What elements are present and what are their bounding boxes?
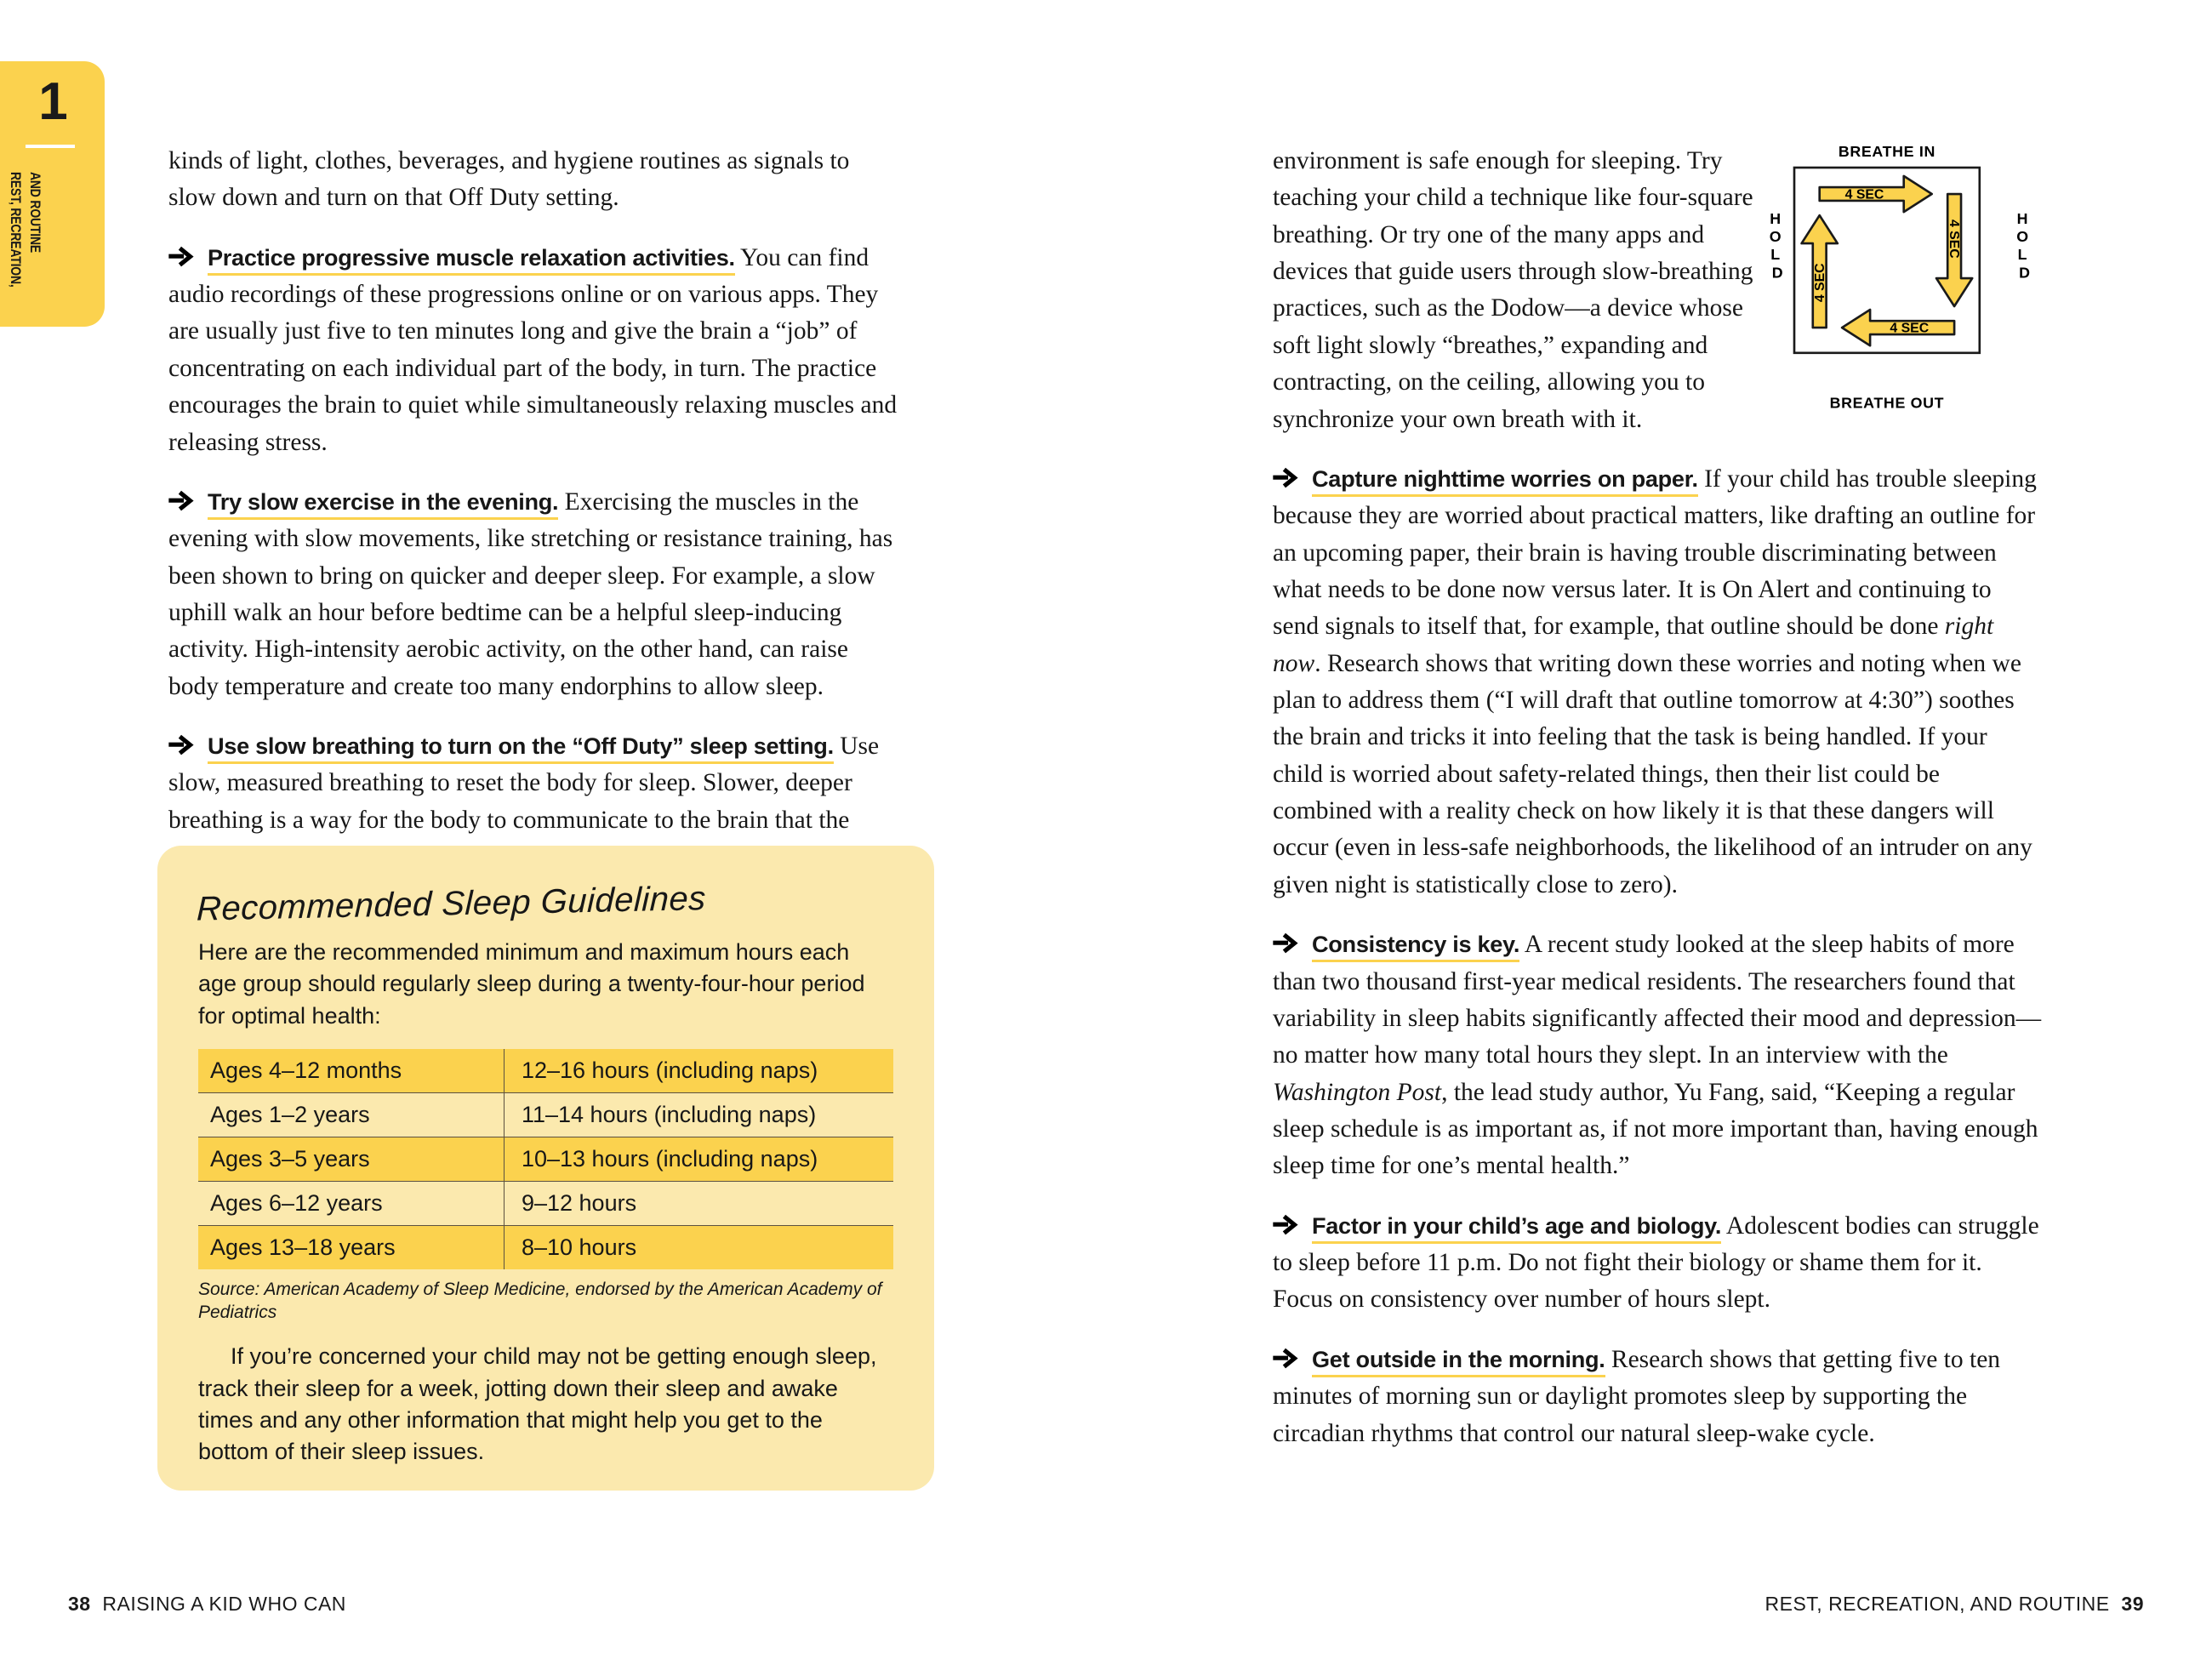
svg-text:H O L: H O L D <box>2016 210 2032 281</box>
svg-text:4 SEC: 4 SEC <box>1845 187 1884 202</box>
svg-text:BREATHE IN: BREATHE IN <box>1839 143 1936 160</box>
svg-text:H O L: H O L D <box>1770 210 1786 281</box>
svg-text:BREATHE OUT: BREATHE OUT <box>1830 394 1945 411</box>
svg-text:4 SEC: 4 SEC <box>1890 321 1929 335</box>
svg-text:4 SEC: 4 SEC <box>1813 263 1827 302</box>
svg-text:4 SEC: 4 SEC <box>1947 219 1961 259</box>
